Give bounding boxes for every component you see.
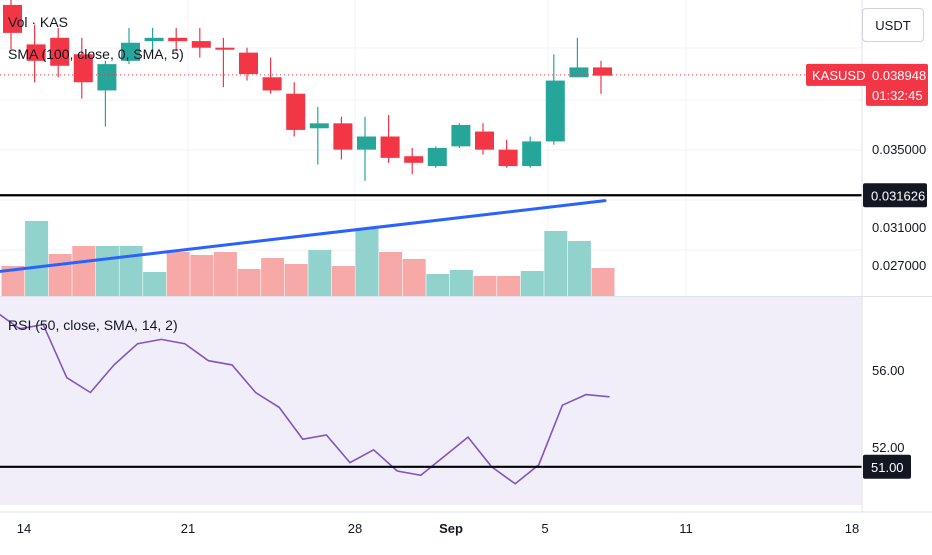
candle-body	[168, 37, 188, 42]
last-price-value: 0.038948	[872, 68, 926, 83]
rsi-axis-tick: 52.00	[872, 440, 905, 455]
volume-bar	[497, 276, 521, 296]
volume-bar	[237, 269, 261, 296]
volume-bar	[591, 268, 615, 296]
candle-body	[380, 136, 400, 158]
candle-body	[593, 67, 612, 76]
last-price-tag-bg	[866, 63, 928, 106]
candle-body	[121, 42, 140, 61]
volume-bar	[25, 221, 49, 296]
hline-label: 0.031626	[871, 188, 925, 203]
countdown-value: 01:32:45	[872, 88, 923, 103]
trendline-segment	[0, 199, 607, 273]
candle-body	[26, 44, 46, 61]
axis-labels: 0.0400000.0350000.0310000.027000KASUSDT0…	[17, 63, 928, 536]
volume-bar	[213, 252, 237, 296]
time-axis-label: 18	[845, 521, 859, 536]
candles	[3, 0, 612, 181]
candle-body	[215, 47, 235, 50]
price-axis-tick: 0.027000	[872, 258, 926, 273]
hline-label-bg	[863, 183, 927, 208]
time-axis-label: Sep	[439, 521, 463, 536]
candle-body	[522, 141, 542, 167]
price-axis-tick: 0.031000	[872, 220, 926, 235]
candle-body	[451, 124, 471, 147]
volume-bar	[48, 254, 72, 296]
volume-bar	[449, 270, 473, 296]
time-axis-label: 21	[181, 521, 195, 536]
candle-body	[333, 123, 353, 150]
rsi-axis-tick: 56.00	[872, 363, 905, 378]
volume-bar	[473, 276, 497, 296]
time-axis-label: 28	[348, 521, 362, 536]
rsi-title: RSI (50, close, SMA, 14, 2)	[8, 317, 178, 333]
candle-body	[191, 41, 211, 48]
volume-bar	[379, 252, 403, 296]
volume-bar	[143, 272, 167, 296]
candle-body	[427, 148, 447, 167]
currency-button[interactable]: USDT	[862, 8, 924, 42]
volume-bar	[261, 258, 285, 296]
price-axis-tick: 0.035000	[872, 142, 926, 157]
symbol-tag-bg	[806, 63, 870, 86]
candle-body	[3, 4, 22, 33]
price-overlays	[0, 74, 862, 197]
rsi-background	[0, 297, 862, 505]
symbol-tag: KASUSDT	[812, 68, 873, 83]
candle-body	[286, 93, 306, 130]
candle-body	[239, 52, 258, 74]
time-axis-label: 14	[17, 521, 31, 536]
time-axis-label: 11	[679, 521, 693, 536]
volume-bar	[544, 231, 568, 296]
candle-body	[498, 149, 518, 167]
volume-bar	[402, 259, 426, 296]
rsi-hline-label: 51.00	[871, 460, 904, 475]
volume-bars	[1, 221, 615, 296]
volume-bar	[284, 264, 308, 296]
volume-bar	[520, 271, 544, 296]
volume-bar	[567, 241, 591, 296]
volume-bar	[331, 266, 355, 296]
candle-body	[50, 37, 70, 66]
sma-legend: SMA (100, close, 0, SMA, 5)	[8, 46, 184, 62]
candle-body	[569, 67, 589, 78]
volume-legend: Vol · KAS	[8, 14, 68, 30]
volume-bar	[355, 229, 379, 296]
volume-bar	[1, 266, 25, 296]
volume-bar	[95, 246, 119, 296]
volume-bar	[426, 274, 450, 296]
candle-body	[475, 131, 494, 150]
volume-bar	[190, 255, 214, 296]
volume-bar	[166, 252, 190, 296]
candle-body	[97, 64, 117, 91]
trendline[interactable]	[0, 199, 607, 273]
volume-bar	[308, 250, 332, 296]
candle-body	[309, 123, 329, 129]
rsi-line	[0, 313, 610, 485]
rsi-hline-label-bg	[863, 454, 911, 479]
candle-body	[545, 80, 565, 142]
candle-body	[357, 136, 376, 150]
time-axis-label: 5	[541, 521, 548, 536]
volume-bar	[119, 246, 143, 296]
candle-body	[262, 77, 282, 91]
candle-body	[404, 156, 424, 163]
candle-body	[144, 37, 164, 42]
rsi-pane	[0, 297, 862, 505]
volume-bar	[72, 246, 96, 296]
